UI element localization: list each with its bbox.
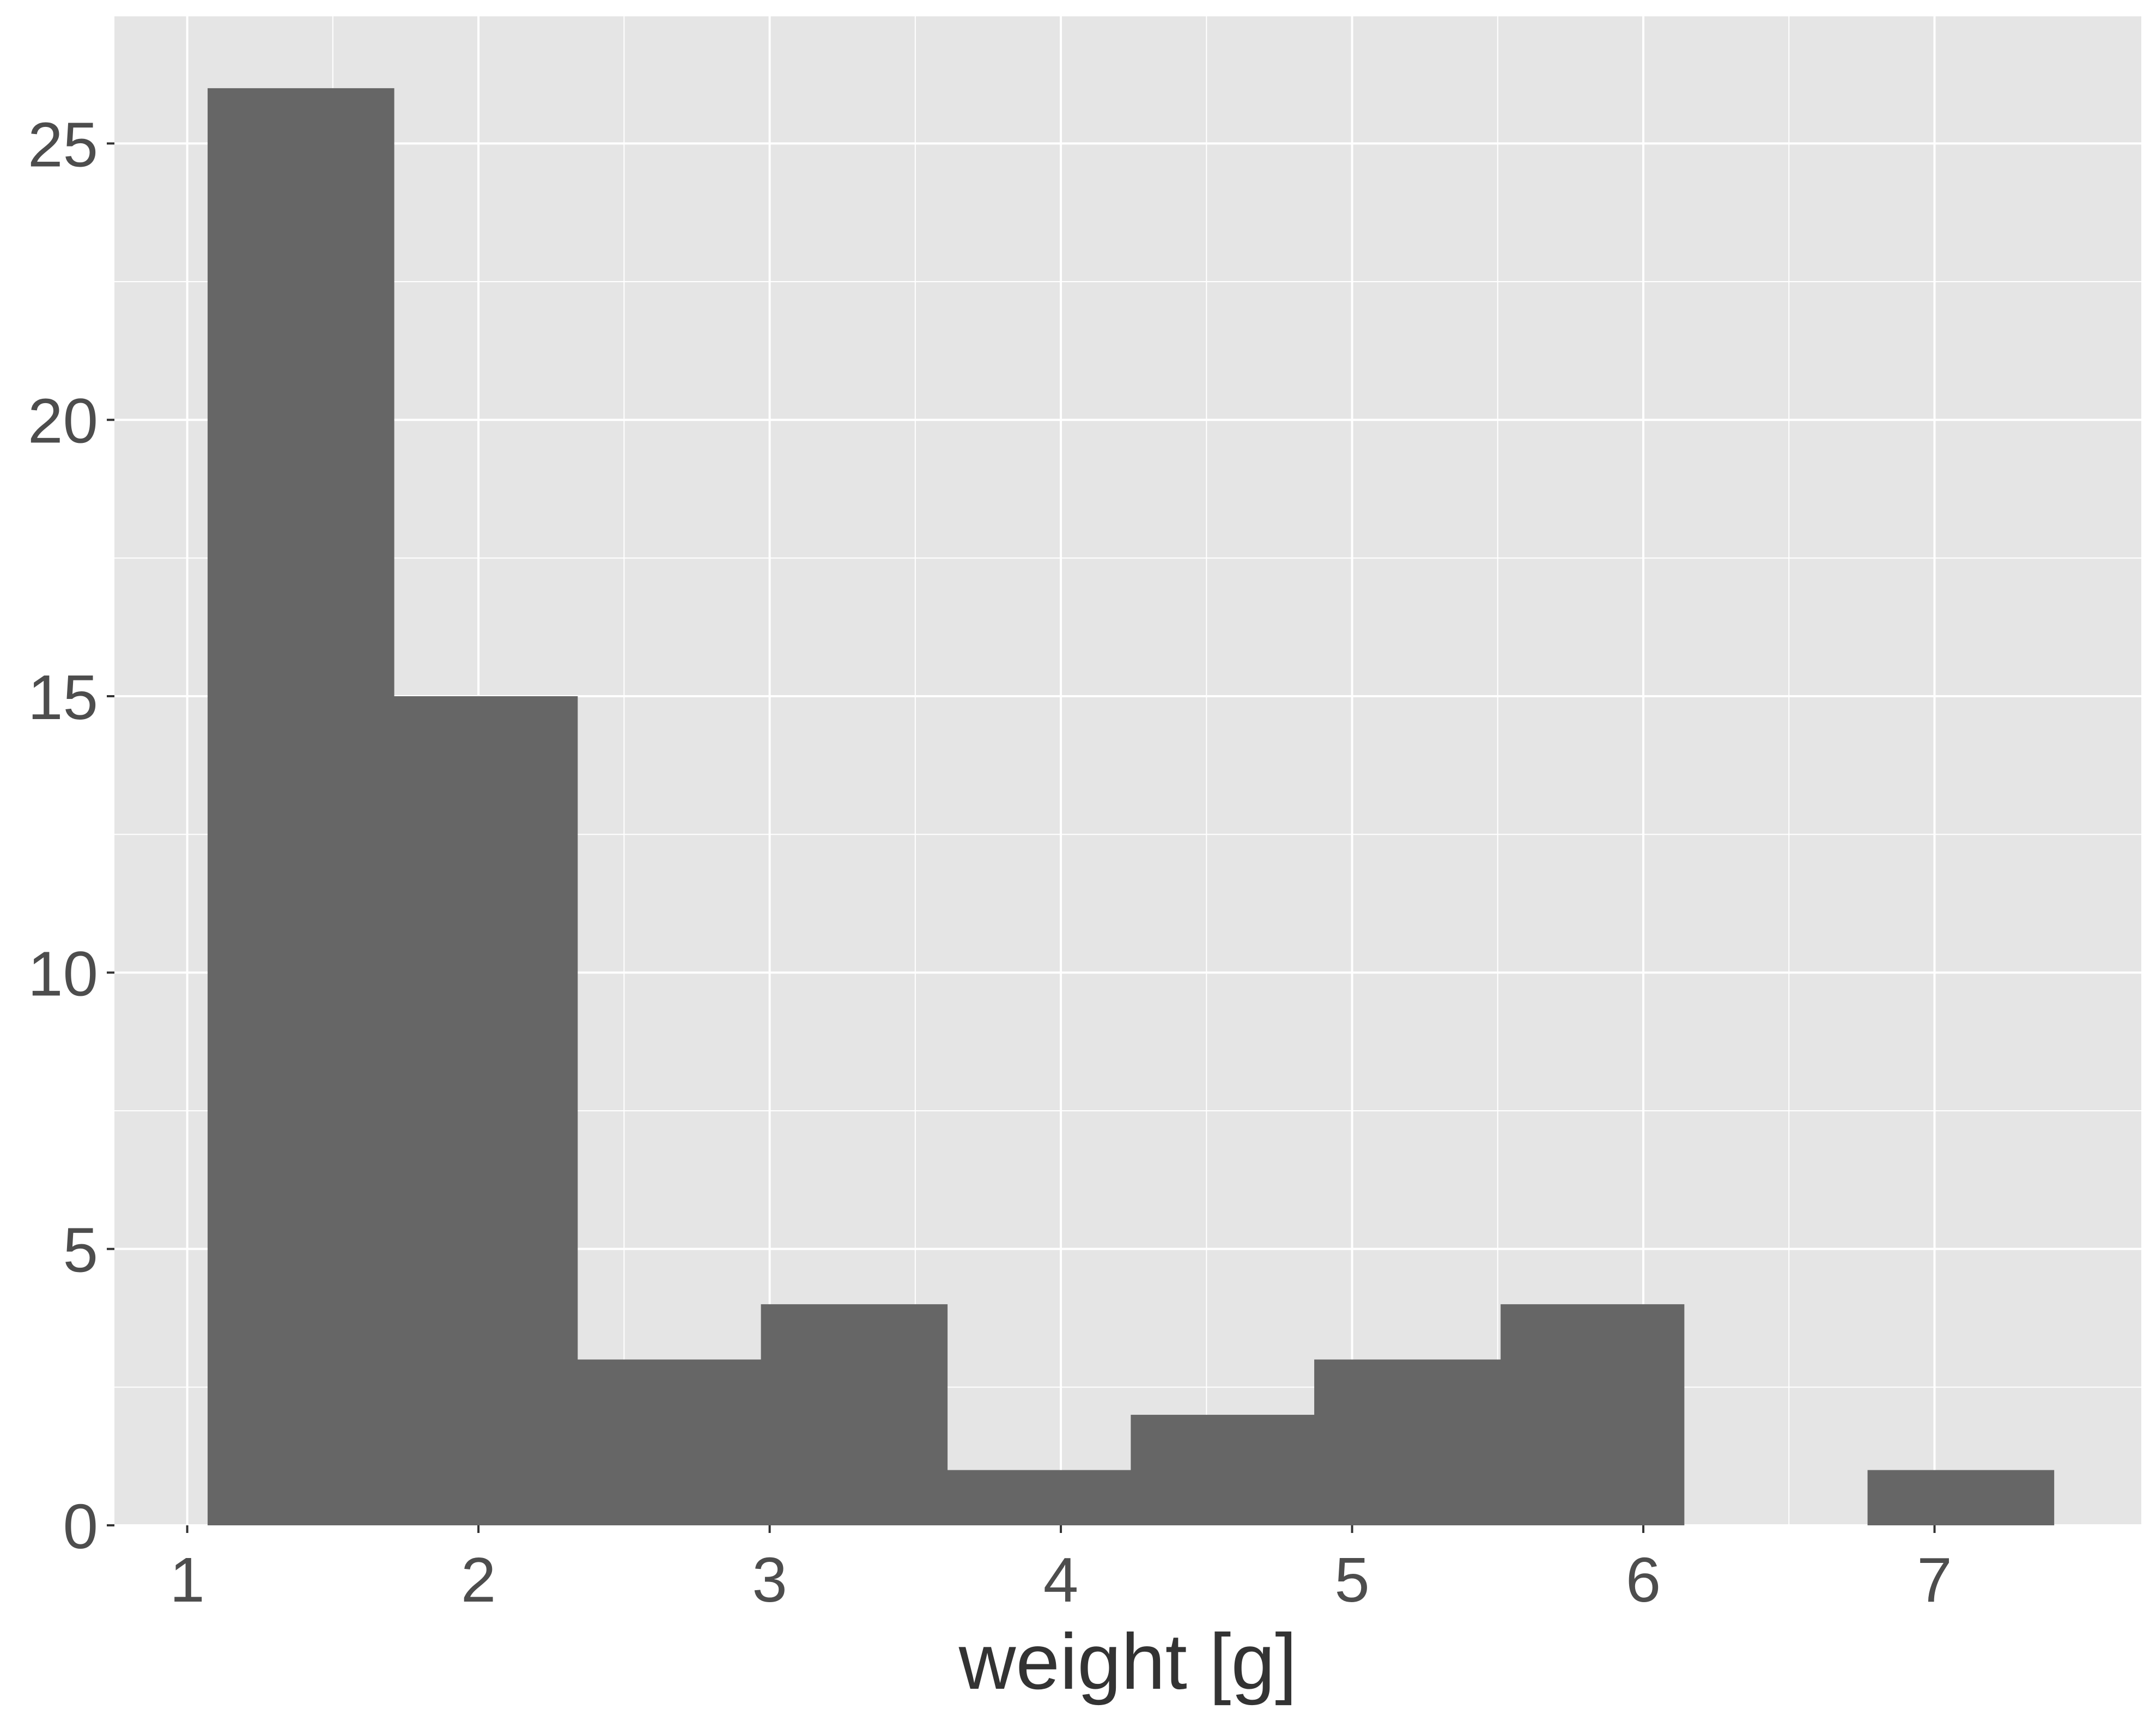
x-tick-label: 4: [1043, 1544, 1079, 1615]
x-tick-label: 1: [169, 1544, 205, 1615]
y-tick-label: 20: [28, 386, 98, 457]
y-axis: 0 5 10 15 20 25: [28, 109, 114, 1562]
y-tick-label: 15: [28, 662, 98, 733]
histogram-bar-8: [1501, 1304, 1685, 1525]
histogram-bar-3: [577, 1359, 762, 1525]
y-tick-label: 25: [28, 109, 98, 180]
histogram-bar-5: [947, 1470, 1131, 1525]
x-axis-title: weight [g]: [958, 1617, 1297, 1706]
histogram-bar-4: [761, 1304, 948, 1525]
histogram-bars: [208, 88, 2055, 1525]
x-tick-label: 3: [752, 1544, 787, 1615]
x-tick-label: 7: [1917, 1544, 1952, 1615]
x-tick-label: 6: [1626, 1544, 1661, 1615]
y-tick-label: 5: [63, 1215, 98, 1286]
histogram-bar-6: [1131, 1415, 1315, 1525]
histogram-bar-1: [208, 88, 394, 1525]
histogram-bar-10: [1867, 1470, 2055, 1525]
histogram-bar-2: [394, 696, 578, 1525]
y-tick-label: 10: [28, 938, 98, 1009]
y-tick-label: 0: [63, 1491, 98, 1562]
histogram-bar-7: [1314, 1359, 1501, 1525]
x-tick-label: 2: [461, 1544, 496, 1615]
x-tick-label: 5: [1334, 1544, 1370, 1615]
x-axis: 1 2 3 4 5 6 7: [169, 1525, 1952, 1615]
